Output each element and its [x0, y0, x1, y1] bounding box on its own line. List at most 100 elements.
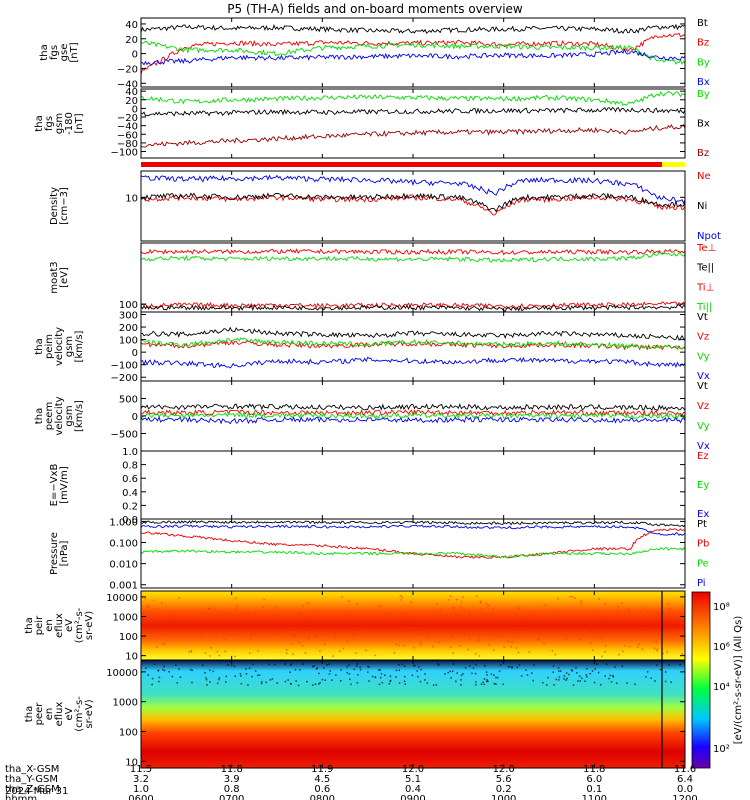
spectrogram-speckle — [488, 644, 490, 646]
spectrogram-speckle — [146, 606, 148, 608]
spectrogram-speckle — [171, 675, 174, 678]
spectrogram-speckle — [147, 630, 149, 632]
spectrogram-speckle — [590, 642, 592, 645]
series-bz — [140, 32, 686, 75]
spectrogram-speckle — [234, 597, 237, 599]
series-vx — [140, 416, 686, 425]
spectrogram-speckle — [642, 607, 645, 609]
x-row-value: 0.4 — [405, 784, 421, 795]
y-axis-label: (cm²-s- — [74, 607, 85, 643]
y-tick-label: 20 — [125, 35, 138, 46]
spectrogram-speckle — [321, 678, 324, 681]
legend-label: Vz — [697, 332, 709, 343]
y-axis-label: eflux — [54, 613, 65, 638]
spectrogram-speckle — [262, 606, 264, 608]
spectrogram-speckle — [289, 671, 291, 673]
spectrogram-speckle — [223, 638, 225, 640]
panel-peem-velocity: 500 0 −500 tha peem velocity gsm [km/s] Vt Vz Vy Vx — [34, 380, 710, 452]
spectrogram-speckle — [539, 633, 542, 635]
series-pb — [140, 528, 686, 559]
spectrogram-speckle — [403, 644, 405, 647]
spectrogram-speckle — [323, 643, 326, 646]
x-row-value: 11.9 — [311, 764, 333, 775]
spectrogram-speckle — [493, 674, 495, 676]
spectrogram-speckle — [263, 598, 265, 601]
spectrogram-speckle — [461, 633, 463, 636]
x-row-value: 6.0 — [586, 774, 602, 785]
spectrogram-speckle — [604, 645, 607, 647]
spectrogram-speckle — [471, 672, 473, 675]
spectrogram-speckle — [405, 631, 407, 633]
spectrogram-speckle — [234, 655, 236, 658]
spectrogram-speckle — [460, 606, 462, 609]
spectrogram-speckle — [563, 675, 566, 677]
spectrogram-speckle — [621, 602, 623, 604]
spectrogram-speckle — [614, 666, 616, 668]
spectrogram-speckle — [378, 605, 380, 608]
y-axis-label: tha — [34, 115, 45, 131]
spectrogram-speckle — [258, 674, 261, 676]
y-axis-label: eV — [64, 619, 75, 632]
colorbar: 10⁸ 10⁶ 10⁴ 10² [eV/(cm²-s-sr-eV)] (All … — [691, 591, 744, 769]
spectrogram-speckle — [210, 647, 212, 649]
spectrogram-speckle — [340, 669, 342, 671]
y-tick-label: −80 — [117, 139, 138, 150]
spectrogram-speckle — [326, 664, 328, 666]
y-tick-label: 100 — [119, 728, 138, 739]
spectrogram-speckle — [163, 665, 165, 668]
spectrogram-speckle — [200, 625, 203, 627]
spectrogram-speckle — [457, 614, 459, 616]
spectrogram-speckle — [493, 683, 496, 685]
spectrogram-speckle — [496, 628, 499, 631]
spectrogram-speckle — [553, 611, 556, 614]
spectrogram-speckle — [318, 629, 321, 631]
spectrogram-speckle — [487, 680, 489, 683]
spectrogram-speckle — [558, 670, 560, 672]
spectrogram-speckle — [579, 680, 581, 682]
spectrogram-speckle — [418, 666, 420, 668]
spectrogram-speckle — [490, 673, 493, 675]
spectrogram-speckle — [206, 684, 208, 686]
spectrogram-speckle — [542, 619, 545, 622]
spectrogram-speckle — [399, 595, 402, 597]
spectrogram-speckle — [299, 669, 301, 671]
y-tick-label: 10 — [125, 193, 138, 204]
spectrogram-speckle — [555, 678, 558, 681]
y-tick-label: 0.010 — [109, 560, 138, 571]
spectrogram-speckle — [178, 597, 180, 599]
spectrogram-speckle — [318, 672, 320, 675]
spectrogram-speckle — [479, 600, 482, 603]
spectrogram-speckle — [670, 681, 672, 683]
spectrogram-speckle — [413, 647, 415, 649]
spectrogram-speckle — [295, 680, 297, 682]
spectrogram-speckle — [616, 610, 618, 613]
y-tick-label: 0.4 — [122, 488, 138, 499]
y-tick-label: 0.0 — [122, 515, 138, 526]
spectrogram-speckle — [543, 604, 546, 606]
spectrogram-speckle — [463, 631, 465, 633]
series-bz — [140, 123, 686, 148]
spectrogram-speckle — [532, 679, 534, 682]
spectrogram-speckle — [365, 649, 367, 652]
spectrogram-speckle — [158, 676, 161, 679]
spectrogram-speckle — [462, 596, 464, 598]
legend-label: Ti⊥ — [696, 282, 714, 293]
spectrogram-speckle — [605, 663, 608, 665]
spectrogram-speckle — [581, 677, 583, 680]
spectrogram-speckle — [252, 663, 254, 665]
spectrogram-speckle — [403, 680, 406, 683]
spectrogram-speckle — [416, 670, 418, 672]
spectrogram-speckle — [546, 684, 548, 686]
spectrogram-speckle — [658, 614, 660, 616]
spectrogram-speckle — [218, 677, 221, 679]
spectrogram-speckle — [664, 671, 667, 673]
spectrogram-speckle — [168, 671, 170, 673]
spectrogram-speckle — [576, 672, 578, 674]
spectrogram-speckle — [618, 653, 620, 656]
spectrogram-speckle — [591, 670, 594, 672]
spectrogram-speckle — [572, 684, 575, 686]
spectrogram-speckle — [498, 670, 501, 673]
spectrogram-speckle — [250, 636, 252, 638]
spectrogram-speckle — [352, 623, 354, 625]
